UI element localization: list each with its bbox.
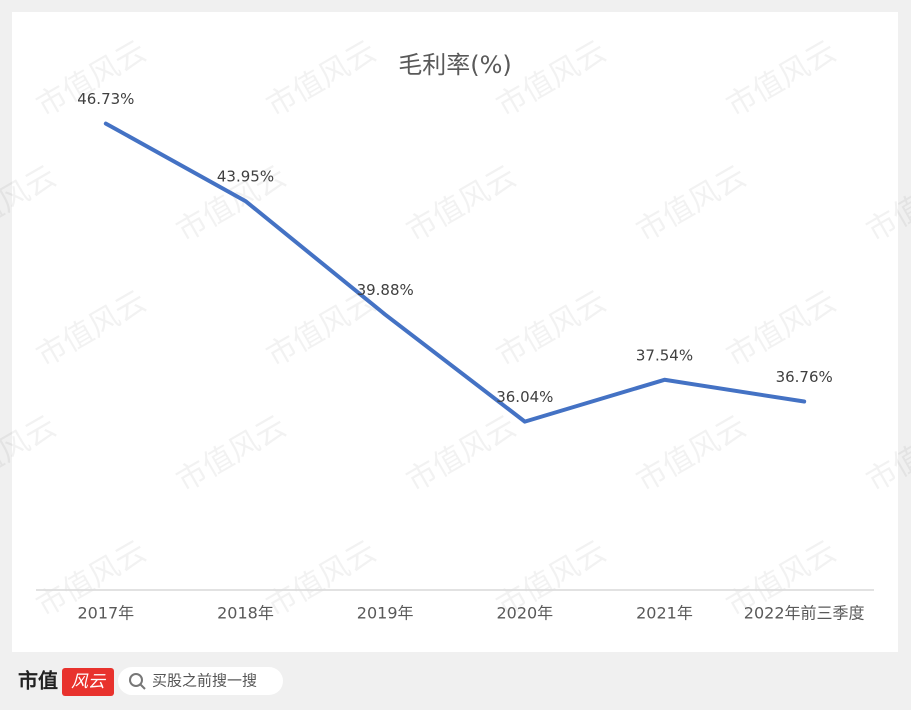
data-label: 37.54% [636, 346, 693, 364]
plot: 46.73% 43.95% 39.88% 36.04% 37.54% 36.76% [77, 90, 833, 424]
chart-panel [12, 12, 898, 652]
search-icon [129, 673, 143, 687]
logo-text: 市值 [18, 669, 58, 693]
x-tick-label: 2022年前三季度 [744, 604, 865, 623]
data-label: 46.73% [77, 90, 134, 108]
x-tick-label: 2019年 [357, 604, 414, 623]
x-tick-label: 2018年 [217, 604, 274, 623]
data-label: 43.95% [217, 168, 274, 186]
chart-title: 毛利率(%) [398, 51, 512, 79]
search-placeholder: 买股之前搜一搜 [152, 672, 257, 690]
x-tick-label: 2020年 [496, 604, 553, 623]
data-label: 36.76% [776, 368, 833, 386]
line [103, 121, 807, 424]
data-label: 39.88% [357, 281, 414, 299]
x-tick-label: 2021年 [636, 604, 693, 623]
search-box[interactable] [118, 667, 283, 695]
logo-mark: 风云 [71, 672, 107, 692]
search-icon-handle [139, 683, 146, 690]
x-tick-label: 2017年 [77, 604, 134, 623]
logo-mark-box [62, 668, 114, 696]
data-label: 36.04% [496, 388, 553, 406]
